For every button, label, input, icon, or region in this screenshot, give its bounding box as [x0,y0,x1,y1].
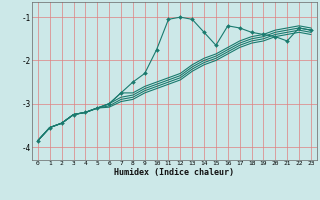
X-axis label: Humidex (Indice chaleur): Humidex (Indice chaleur) [115,168,234,177]
